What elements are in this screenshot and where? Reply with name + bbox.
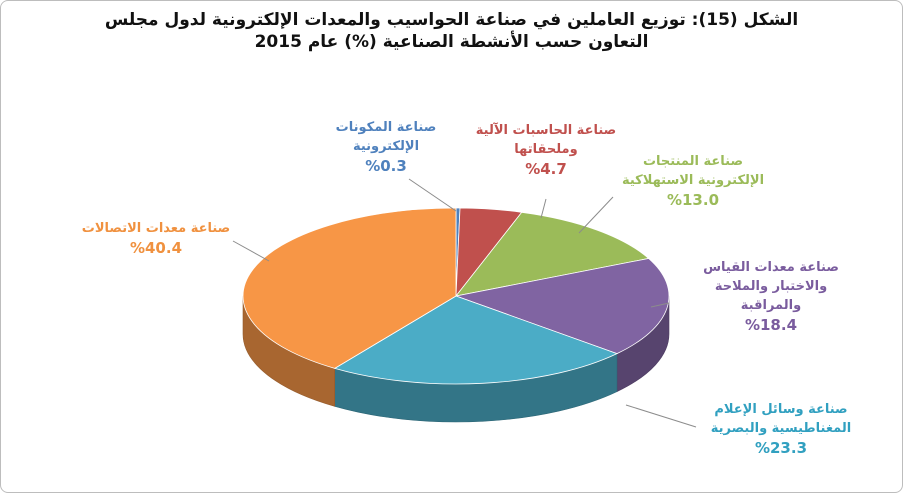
slice-value: %4.7: [525, 160, 567, 178]
slice-label-4: صناعة وسائل الإعلام المغناطيسية والبصرية%…: [711, 402, 851, 457]
pie-slice-4[interactable]: [333, 295, 619, 385]
slice-label-line: صناعة معدات القياس: [703, 260, 839, 275]
slice-label-2: صناعة المنتجات الإلكترونية الاستهلاكية %13…: [622, 154, 764, 209]
pie-slice-3[interactable]: [454, 258, 670, 355]
slice-label-line: الإلكترونية: [353, 139, 419, 154]
slice-label-line: صناعة المنتجات: [643, 154, 743, 169]
leader-line-0: [408, 178, 457, 212]
slice-label-line: صناعة المكونات: [336, 120, 437, 135]
slice-label-5: صناعة معدات الاتصالات %40.4: [82, 221, 230, 257]
slice-label-line: والمراقبة: [741, 298, 801, 313]
slice-label-3: صناعة معدات القياس والاختبار والملاحة والم…: [703, 260, 839, 334]
slice-value: %40.4: [130, 239, 182, 257]
pie-slice-5[interactable]: [242, 207, 457, 369]
slice-value: %18.4: [745, 316, 797, 334]
slice-value: %13.0: [667, 191, 719, 209]
pie-tops: [242, 207, 670, 385]
slice-label-line: صناعة معدات الاتصالات: [82, 221, 230, 236]
slice-label-line: صناعة الحاسبات الآلية: [476, 122, 616, 138]
chart-title-line-2: التعاون حسب الأنشطة الصناعية (%) عام 201…: [254, 32, 649, 52]
slice-value: %23.3: [755, 439, 807, 457]
slice-label-line: صناعة وسائل الإعلام: [714, 402, 847, 417]
leader-line-4: [625, 404, 697, 428]
leader-line-1: [540, 198, 547, 219]
slice-label-line: والاختبار والملاحة: [715, 279, 827, 294]
leader-line-5: [232, 240, 270, 262]
slice-labels: صناعة المكونات الإلكترونية %0.3 صناعة الحاس…: [82, 120, 851, 457]
slice-label-1: صناعة الحاسبات الآلية وملحقاتها %4.7: [476, 122, 616, 178]
slice-label-line: المغناطيسية والبصرية: [711, 421, 851, 436]
slice-label-line: الإلكترونية الاستهلاكية: [622, 173, 764, 188]
slice-label-0: صناعة المكونات الإلكترونية %0.3: [336, 120, 437, 175]
slice-label-line: وملحقاتها: [514, 142, 577, 157]
leader-line-2: [578, 196, 614, 234]
pie-slice-2[interactable]: [455, 211, 650, 297]
leader-line-3: [650, 302, 670, 308]
chart-title-line-1: الشكل (15): توزيع العاملين في صناعة الحو…: [104, 10, 799, 30]
slice-value: %0.3: [365, 157, 407, 175]
chart-title: الشكل (15): توزيع العاملين في صناعة الحو…: [1, 9, 902, 53]
